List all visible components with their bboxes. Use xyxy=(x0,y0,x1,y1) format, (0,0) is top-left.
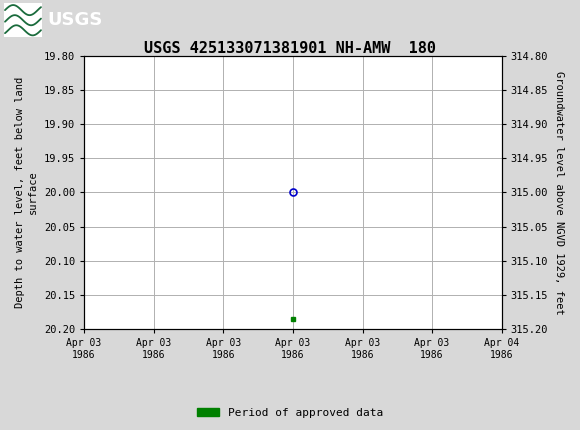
Text: USGS 425133071381901 NH-AMW  180: USGS 425133071381901 NH-AMW 180 xyxy=(144,41,436,56)
FancyBboxPatch shape xyxy=(4,3,42,37)
Y-axis label: Groundwater level above NGVD 1929, feet: Groundwater level above NGVD 1929, feet xyxy=(554,71,564,314)
Y-axis label: Depth to water level, feet below land
surface: Depth to water level, feet below land su… xyxy=(15,77,38,308)
Text: USGS: USGS xyxy=(47,11,103,29)
Legend: Period of approved data: Period of approved data xyxy=(193,403,387,422)
